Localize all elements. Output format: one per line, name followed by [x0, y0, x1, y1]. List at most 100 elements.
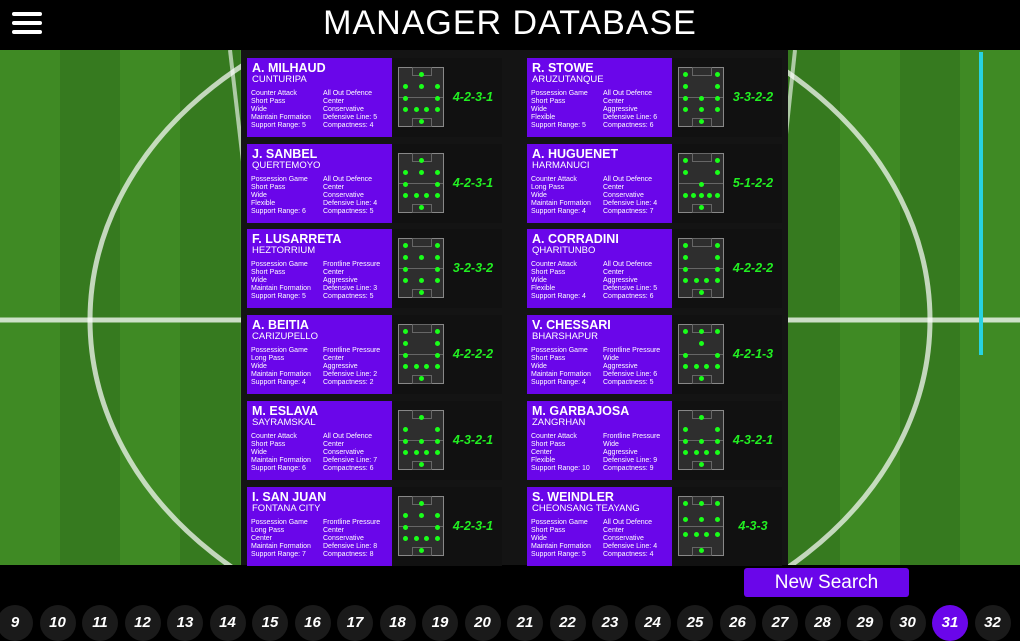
new-search-button[interactable]: New Search	[744, 568, 909, 597]
player-dot	[715, 352, 720, 358]
tactic-value: Short Pass	[251, 441, 286, 449]
player-dot	[683, 107, 688, 113]
tactic-value: Defensive Line: 4	[603, 200, 658, 208]
manager-card[interactable]: A. HUGUENET HARMANUCI Counter Attack Long P…	[527, 144, 782, 223]
player-dot	[419, 72, 424, 77]
tactic-value: Compactness: 9	[603, 465, 654, 473]
manager-card[interactable]: A. BEITIA CARIZUPELLO Possession Game Long …	[247, 315, 502, 394]
manager-card[interactable]: S. WEINDLER CHEONSANG TEAYANG Possession G…	[527, 487, 782, 566]
page-10-button[interactable]: 10	[39, 605, 76, 641]
page-14-button[interactable]: 14	[209, 605, 246, 641]
page-31-button[interactable]: 31	[932, 605, 968, 641]
page-27-button[interactable]: 27	[762, 605, 798, 641]
tactic-value: Conservative	[323, 106, 364, 114]
player-dot	[715, 243, 720, 248]
page-19-button[interactable]: 19	[422, 605, 458, 641]
tactic-value: Short Pass	[531, 355, 566, 363]
formation-label: 4-3-2-1	[452, 433, 494, 447]
page-11-button[interactable]: 11	[82, 605, 118, 641]
page-12-button[interactable]: 12	[124, 605, 161, 641]
manager-club: BHARSHAPUR	[532, 331, 598, 342]
tactic-value: Aggressive	[603, 277, 638, 285]
page-20-button[interactable]: 20	[464, 605, 501, 641]
page-25-button[interactable]: 25	[677, 605, 713, 641]
tactics-column-2: Frontline Pressure Wide Aggressive Defensiv…	[603, 347, 660, 387]
tactic-value: Wide	[603, 355, 619, 363]
tactic-value: Aggressive	[603, 106, 638, 114]
manager-info: S. WEINDLER CHEONSANG TEAYANG Possession G…	[527, 487, 672, 566]
tactic-value: Short Pass	[531, 527, 566, 535]
player-dot	[435, 438, 440, 444]
player-dot	[419, 278, 424, 284]
page-9-button[interactable]: 9	[0, 605, 33, 641]
tactic-value: Support Range: 6	[251, 208, 306, 216]
formation-pitch-icon	[398, 410, 444, 470]
manager-card[interactable]: R. STOWE ARUZUTANQUE Possession Game Short …	[527, 58, 782, 137]
tactic-value: Possession Game	[251, 519, 308, 526]
tactic-value: Defensive Line: 4	[323, 200, 378, 208]
formation-label: 3-3-2-2	[732, 90, 774, 104]
tactics-column-2: Frontline Pressure Wide Aggressive Defensiv…	[603, 433, 660, 473]
tactic-value: Support Range: 10	[531, 465, 590, 473]
tactic-value: Short Pass	[251, 184, 286, 192]
player-dot	[699, 438, 704, 444]
page-13-button[interactable]: 13	[167, 605, 203, 641]
page-24-button[interactable]: 24	[634, 605, 671, 641]
page-17-button[interactable]: 17	[337, 605, 373, 641]
manager-club: ARUZUTANQUE	[532, 74, 604, 85]
page-22-button[interactable]: 22	[549, 605, 586, 641]
manager-card[interactable]: V. CHESSARI BHARSHAPUR Possession Game Shor…	[527, 315, 782, 394]
page-30-button[interactable]: 30	[889, 605, 926, 641]
tactic-value: Conservative	[323, 192, 364, 200]
tactic-value: Compactness: 5	[323, 293, 374, 301]
player-dot	[424, 450, 430, 456]
player-dot	[699, 462, 704, 467]
manager-card[interactable]: I. SAN JUAN FONTANA CITY Possession Game Lo…	[247, 487, 502, 566]
player-dot	[715, 450, 720, 456]
page-16-button[interactable]: 16	[294, 605, 331, 641]
scrollbar[interactable]	[979, 52, 983, 355]
manager-card[interactable]: A. CORRADINI QHARITUNBO Counter Attack Shor…	[527, 229, 782, 308]
tactic-value: Wide	[531, 535, 547, 543]
page-28-button[interactable]: 28	[804, 605, 841, 641]
tactic-value: Defensive Line: 5	[323, 114, 378, 122]
tactic-value: Support Range: 4	[251, 379, 306, 387]
manager-name: I. SAN JUAN	[252, 490, 327, 504]
tactic-value: Support Range: 6	[251, 465, 306, 473]
tactic-value: Center	[251, 535, 273, 543]
tactic-value: Maintain Formation	[531, 371, 591, 379]
formation-label: 4-3-2-1	[732, 433, 774, 447]
manager-info: M. GARBAJOSA ZANGRHAN Counter Attack Short …	[527, 401, 672, 480]
page-15-button[interactable]: 15	[252, 605, 288, 641]
player-dot	[413, 364, 419, 370]
hamburger-menu-icon[interactable]	[12, 12, 42, 38]
player-dot	[715, 364, 720, 370]
manager-card[interactable]: F. LUSARRETA HEZTORRIUM Possession Game Sho…	[247, 229, 502, 308]
tactic-value: All Out Defence	[323, 176, 373, 183]
page-32-button[interactable]: 32	[974, 605, 1011, 641]
page-26-button[interactable]: 26	[719, 605, 756, 641]
manager-info: I. SAN JUAN FONTANA CITY Possession Game Lo…	[247, 487, 392, 566]
page-29-button[interactable]: 29	[847, 605, 883, 641]
formation-label: 3-2-3-2	[452, 261, 494, 275]
manager-info: A. CORRADINI QHARITUNBO Counter Attack Shor…	[527, 229, 672, 308]
player-dot	[683, 426, 688, 432]
tactic-value: Center	[323, 527, 345, 535]
manager-card[interactable]: J. SANBEL QUERTEMOYO Possession Game Short …	[247, 144, 502, 223]
page-23-button[interactable]: 23	[592, 605, 628, 641]
manager-card[interactable]: A. MILHAUD CUNTURIPA Counter Attack Short P…	[247, 58, 502, 137]
tactic-value: Center	[323, 184, 345, 192]
tactics-column-2: All Out Defence Center Conservative Defensi…	[323, 90, 377, 130]
manager-info: J. SANBEL QUERTEMOYO Possession Game Short …	[247, 144, 392, 223]
tactic-value: Short Pass	[251, 98, 286, 106]
tactic-value: Frontline Pressure	[323, 519, 381, 526]
player-dot	[413, 536, 419, 542]
page-18-button[interactable]: 18	[379, 605, 416, 641]
tactic-value: Long Pass	[251, 527, 285, 535]
top-bar: MANAGER DATABASE	[0, 0, 1020, 50]
player-dot	[419, 512, 424, 518]
manager-card[interactable]: M. GARBAJOSA ZANGRHAN Counter Attack Short …	[527, 401, 782, 480]
manager-card[interactable]: M. ESLAVA SAYRAMSKAL Counter Attack Short P…	[247, 401, 502, 480]
player-dot	[403, 107, 408, 113]
page-21-button[interactable]: 21	[507, 605, 543, 641]
